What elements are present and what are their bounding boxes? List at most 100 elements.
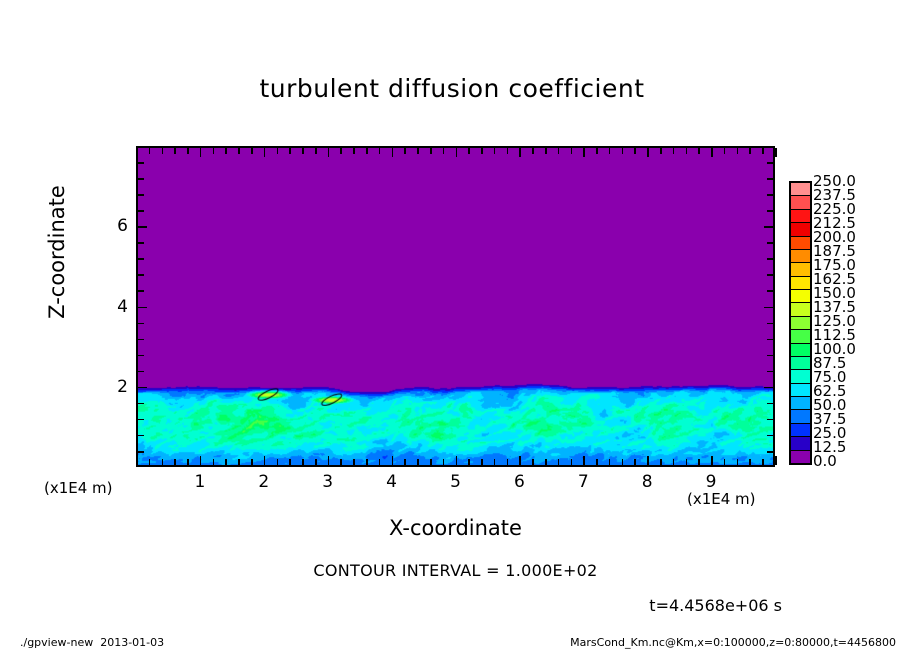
axis-tick [698,459,700,465]
axis-tick [762,459,764,465]
axis-tick [148,148,151,154]
colorbar-label: 12.5 [813,438,847,456]
axis-tick [767,194,773,196]
axis-tick [468,459,470,465]
axis-tick [557,148,560,154]
axis-tick [378,148,381,154]
colorbar-swatch [791,450,810,463]
footer-source-label: MarsCond_Km.nc@Km,x=0:100000,z=0:80000,t… [570,636,896,649]
axis-tick [634,459,636,465]
axis-tick [138,418,144,421]
axis-tick [302,459,304,465]
y-tick-label: 2 [117,376,128,397]
axis-tick [138,386,147,389]
colorbar-label: 187.5 [813,242,856,260]
x-tick-label: 9 [705,472,717,492]
axis-tick [138,162,144,164]
axis-tick [378,459,381,465]
colorbar-swatch [791,356,810,371]
axis-tick [455,456,458,465]
colorbar-label: 75.0 [813,368,847,386]
axis-tick [276,148,279,154]
page-title: turbulent diffusion coefficient [259,74,645,103]
colorbar-label: 125.0 [813,312,856,330]
footer-command-label: ./gpview-new 2013-01-03 [20,636,165,649]
y-axis-unit-label: (x1E4 m) [44,479,113,497]
axis-tick [138,258,144,260]
axis-tick [493,148,496,154]
axis-tick [711,148,713,157]
x-tick-label: 7 [577,472,589,492]
axis-tick [767,242,773,244]
axis-tick [647,456,649,465]
axis-tick [685,148,688,154]
axis-tick [212,459,215,465]
colorbar-swatch [791,223,810,237]
colorbar-swatch [791,423,810,438]
axis-tick [138,450,144,453]
axis-tick [212,148,215,154]
axis-tick [767,322,773,325]
colorbar-swatch [791,330,810,344]
axis-tick [767,162,773,164]
colorbar-swatch [791,183,810,197]
colorbar-label: 100.0 [813,340,856,358]
axis-tick [263,148,266,157]
axis-tick [767,210,773,212]
axis-tick [289,459,291,465]
colorbar-swatch [791,249,810,264]
axis-tick [711,456,713,465]
axis-tick [570,459,573,465]
colorbar-label: 200.0 [813,228,856,246]
y-tick-label: 4 [117,296,128,317]
colorbar-label: 212.5 [813,214,856,232]
axis-tick [138,354,144,357]
colorbar-swatch [791,303,810,317]
colorbar-label: 50.0 [813,396,847,414]
colorbar-swatch [791,343,810,357]
colorbar-swatch [791,209,810,224]
colorbar-swatch [791,276,810,290]
axis-tick [251,459,253,465]
axis-tick [698,148,700,154]
axis-tick [417,148,419,154]
colorbar-label: 87.5 [813,354,847,372]
axis-tick [621,148,624,154]
axis-tick [327,148,330,157]
plot-area [136,146,775,467]
colorbar-swatch [791,383,810,397]
axis-tick [767,434,773,437]
axis-tick [138,306,147,309]
axis-tick [138,370,144,373]
axis-tick [767,450,773,453]
axis-tick [276,459,279,465]
axis-tick [672,148,675,154]
x-tick-label: 4 [386,472,397,492]
axis-tick [174,459,176,465]
axis-tick [138,290,144,293]
axis-tick [138,322,144,325]
axis-tick [138,194,144,196]
x-tick-label: 2 [258,472,270,492]
axis-tick [138,210,144,212]
axis-tick [519,148,521,157]
axis-tick [749,459,752,465]
axis-tick [519,456,521,465]
axis-tick [767,402,773,405]
axis-tick [634,148,636,154]
y-tick-label: 6 [117,216,128,237]
axis-tick [764,226,773,228]
axis-tick [138,242,144,244]
axis-tick [767,274,773,276]
colorbar-label: 237.5 [813,186,856,204]
axis-tick [340,148,343,154]
axis-tick [148,459,151,465]
colorbar-label: 150.0 [813,284,856,302]
axis-tick [251,148,253,154]
colorbar-swatch [791,236,810,250]
axis-tick [583,456,585,465]
colorbar-label: 175.0 [813,256,856,274]
axis-tick [608,459,611,465]
colorbar-swatch [791,316,810,331]
